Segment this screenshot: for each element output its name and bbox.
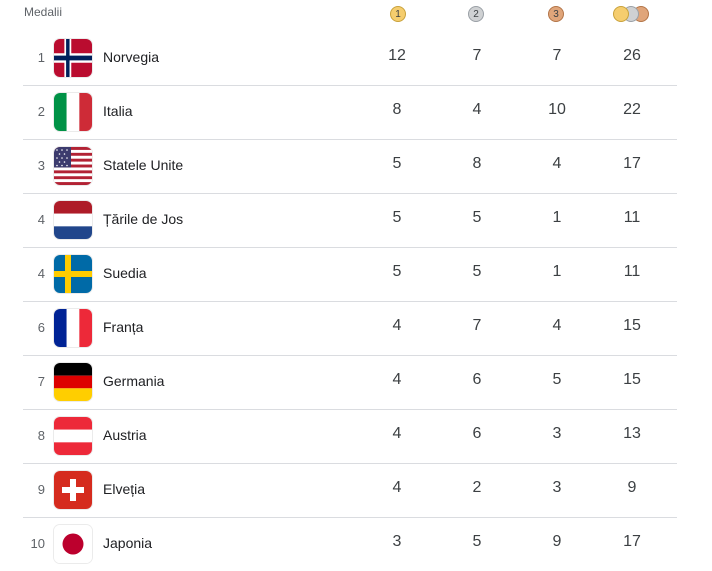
total-count: 15 <box>623 371 641 388</box>
table-row[interactable]: 7 Germania 4 6 5 15 <box>23 356 677 410</box>
rank: 6 <box>37 320 45 335</box>
country-name[interactable]: Statele Unite <box>103 157 184 173</box>
rank: 8 <box>37 428 45 443</box>
silver-count: 7 <box>472 47 482 64</box>
total-count: 9 <box>627 479 637 496</box>
austria-flag-icon <box>54 417 92 455</box>
total-count: 15 <box>623 317 641 334</box>
medal-table: 1 Norvegia 12 7 7 26 2 Italia 8 4 10 22 … <box>23 32 677 571</box>
country-name[interactable]: Franța <box>103 319 144 335</box>
silver-count: 5 <box>472 263 482 280</box>
table-row[interactable]: 8 Austria 4 6 3 13 <box>23 410 677 464</box>
bronze-count: 3 <box>552 479 562 496</box>
country-name[interactable]: Elveția <box>103 481 146 497</box>
country-name[interactable]: Suedia <box>103 265 147 281</box>
gold-count: 5 <box>392 155 402 172</box>
netherlands-flag-icon <box>54 201 92 239</box>
table-row[interactable]: 10 Japonia 3 5 9 17 <box>23 518 677 571</box>
silver-count: 7 <box>472 317 482 334</box>
silver-count: 5 <box>472 533 482 550</box>
total-count: 26 <box>623 47 641 64</box>
italy-flag-icon <box>54 93 92 131</box>
gold-count: 8 <box>392 101 402 118</box>
rank: 7 <box>37 374 45 389</box>
table-row[interactable]: 4 Țările de Jos 5 5 1 11 <box>23 194 677 248</box>
table-row[interactable]: 2 Italia 8 4 10 22 <box>23 86 677 140</box>
bronze-count: 10 <box>548 101 566 118</box>
bronze-count: 4 <box>552 317 562 334</box>
rank: 10 <box>30 536 45 551</box>
sweden-flag-icon <box>54 255 92 293</box>
country-name[interactable]: Țările de Jos <box>103 211 184 227</box>
silver-count: 6 <box>472 371 482 388</box>
total-count: 17 <box>623 533 641 550</box>
gold-count: 4 <box>392 425 402 442</box>
silver-count: 4 <box>472 101 482 118</box>
silver-count: 2 <box>472 479 482 496</box>
rank: 2 <box>37 104 45 119</box>
bronze-count: 9 <box>552 533 562 550</box>
silver-count: 6 <box>472 425 482 442</box>
total-count: 17 <box>623 155 641 172</box>
germany-flag-icon <box>54 363 92 401</box>
total-medals-icon[interactable] <box>613 6 653 22</box>
country-name[interactable]: Italia <box>103 103 133 119</box>
usa-flag-icon <box>54 147 92 185</box>
gold-count: 12 <box>388 47 406 64</box>
medal-table-header: Medalii 1 2 3 <box>0 0 712 30</box>
country-name[interactable]: Norvegia <box>103 49 160 65</box>
country-name[interactable]: Austria <box>103 427 147 443</box>
bronze-count: 1 <box>552 209 562 226</box>
table-row[interactable]: 1 Norvegia 12 7 7 26 <box>23 32 677 86</box>
gold-count: 5 <box>392 209 402 226</box>
gold-medal-icon[interactable]: 1 <box>390 6 406 22</box>
silver-medal-icon[interactable]: 2 <box>468 6 484 22</box>
bronze-count: 7 <box>552 47 562 64</box>
bronze-count: 1 <box>552 263 562 280</box>
rank: 1 <box>37 50 45 65</box>
table-row[interactable]: 4 Suedia 5 5 1 11 <box>23 248 677 302</box>
silver-count: 8 <box>472 155 482 172</box>
japan-flag-icon <box>54 525 92 563</box>
norway-flag-icon <box>54 39 92 77</box>
rank: 4 <box>37 266 45 281</box>
table-row[interactable]: 9 Elveția 4 2 3 9 <box>23 464 677 518</box>
country-name[interactable]: Germania <box>103 373 165 389</box>
total-count: 22 <box>623 101 641 118</box>
bronze-count: 4 <box>552 155 562 172</box>
bronze-count: 3 <box>552 425 562 442</box>
france-flag-icon <box>54 309 92 347</box>
rank: 4 <box>37 212 45 227</box>
gold-count: 3 <box>392 533 402 550</box>
bronze-count: 5 <box>552 371 562 388</box>
total-count: 11 <box>623 263 641 280</box>
gold-count: 4 <box>392 479 402 496</box>
gold-count: 4 <box>392 371 402 388</box>
switzerland-flag-icon <box>54 471 92 509</box>
rank: 9 <box>37 482 45 497</box>
country-name[interactable]: Japonia <box>103 535 153 551</box>
gold-count: 4 <box>392 317 402 334</box>
total-count: 13 <box>623 425 641 442</box>
rank: 3 <box>37 158 45 173</box>
silver-count: 5 <box>472 209 482 226</box>
medals-heading: Medalii <box>24 5 63 19</box>
table-row[interactable]: 3 Statele Unite 5 8 4 17 <box>23 140 677 194</box>
table-row[interactable]: 6 Franța 4 7 4 15 <box>23 302 677 356</box>
bronze-medal-icon[interactable]: 3 <box>548 6 564 22</box>
total-count: 11 <box>623 209 641 226</box>
gold-count: 5 <box>392 263 402 280</box>
